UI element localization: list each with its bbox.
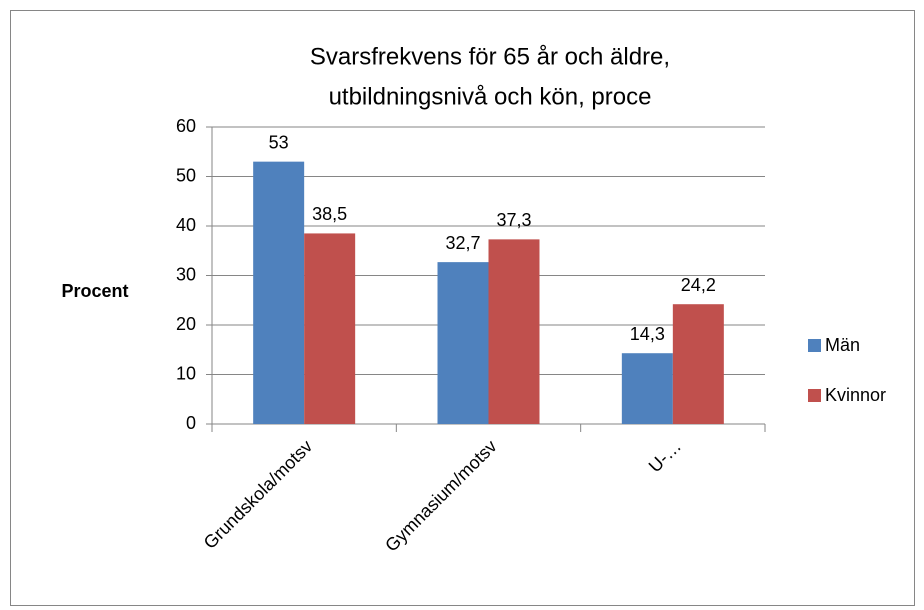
bar	[621, 353, 673, 424]
legend-swatch	[808, 389, 821, 402]
y-tick-label: 30	[176, 264, 196, 284]
legend-swatch	[808, 339, 821, 352]
bar	[304, 233, 356, 424]
data-label: 53	[269, 132, 289, 152]
data-label: 14,3	[630, 324, 665, 344]
y-tick-label: 10	[176, 363, 196, 383]
y-tick-label: 50	[176, 165, 196, 185]
y-tick-label: 60	[176, 116, 196, 136]
y-axis-label: Procent	[61, 281, 128, 301]
bar	[253, 161, 305, 424]
bar	[437, 262, 489, 424]
data-label: 24,2	[681, 275, 716, 295]
legend-label: Män	[825, 335, 860, 355]
chart-title: Svarsfrekvens för 65 år och äldre,	[310, 43, 670, 70]
data-label: 37,3	[496, 210, 531, 230]
chart-title: utbildningsnivå och kön, proce	[329, 83, 652, 110]
bar	[672, 304, 724, 424]
data-label: 32,7	[445, 233, 480, 253]
y-tick-label: 40	[176, 215, 196, 235]
y-tick-label: 0	[186, 413, 196, 433]
bar	[488, 239, 540, 424]
legend-label: Kvinnor	[825, 385, 886, 405]
data-label: 38,5	[312, 204, 347, 224]
y-tick-label: 20	[176, 314, 196, 334]
